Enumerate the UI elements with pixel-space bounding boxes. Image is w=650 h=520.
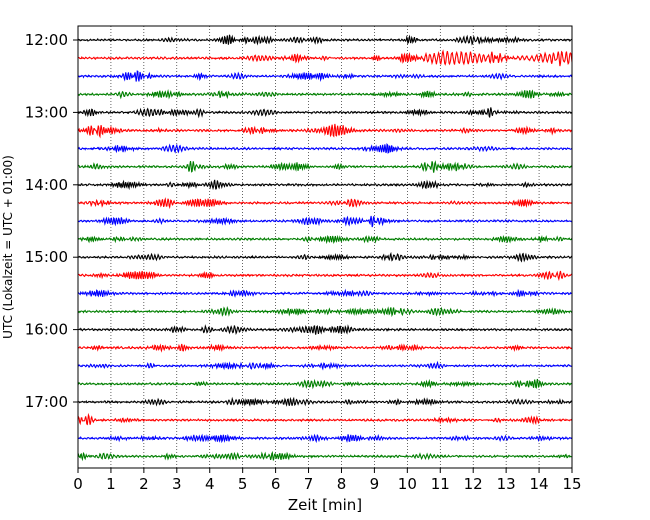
- x-axis-ticks: 0 1 2 3 4 5 6 7 8 9 10 11 12 13 14 15: [73, 468, 582, 493]
- x-tick-label: 10: [398, 475, 417, 493]
- trace-1230: [77, 70, 573, 82]
- x-tick-label: 12: [464, 475, 483, 493]
- trace-1600: [77, 324, 573, 335]
- trace-1430: [77, 215, 573, 228]
- trace-1730: [77, 433, 573, 444]
- trace-1315: [77, 123, 573, 139]
- x-tick-label: 14: [530, 475, 549, 493]
- trace-1545: [77, 305, 573, 318]
- trace-1500: [77, 251, 573, 263]
- trace-1445: [77, 234, 573, 245]
- trace-1215: [77, 49, 573, 67]
- x-tick-label: 9: [370, 475, 380, 493]
- x-tick-label: 5: [238, 475, 248, 493]
- trace-1300: [77, 107, 573, 119]
- x-axis-label: Zeit [min]: [288, 496, 362, 514]
- seismic-traces: [77, 34, 573, 462]
- y-axis-ticks: 12:00 13:00 14:00 15:00 16:00 17:00: [25, 31, 78, 411]
- y-tick-label: 12:00: [25, 31, 68, 49]
- x-tick-label: 2: [139, 475, 149, 493]
- x-tick-label: 7: [304, 475, 314, 493]
- trace-1745: [77, 450, 573, 462]
- y-axis-label: UTC (Lokalzeit = UTC + 01:00): [1, 155, 15, 339]
- x-tick-label: 15: [562, 475, 581, 493]
- x-tick-label: 1: [106, 475, 116, 493]
- x-tick-label: 8: [337, 475, 347, 493]
- plot-frame: [77, 25, 573, 469]
- trace-1615: [77, 343, 573, 353]
- trace-1515: [77, 270, 573, 282]
- trace-1715: [77, 412, 573, 426]
- trace-1345: [77, 160, 573, 173]
- trace-1700: [77, 396, 573, 407]
- x-tick-label: 3: [172, 475, 182, 493]
- y-tick-label: 14:00: [25, 176, 68, 194]
- trace-1200: [77, 34, 573, 46]
- trace-1330: [77, 142, 573, 154]
- x-tick-label: 11: [431, 475, 450, 493]
- trace-1630: [77, 360, 573, 371]
- x-tick-label: 13: [497, 475, 516, 493]
- trace-1400: [77, 179, 573, 191]
- y-tick-label: 13:00: [25, 103, 68, 121]
- y-tick-label: 16:00: [25, 321, 68, 339]
- trace-1645: [77, 378, 573, 390]
- trace-1415: [77, 197, 573, 210]
- y-tick-label: 17:00: [25, 393, 68, 411]
- x-tick-label: 0: [73, 475, 83, 493]
- y-tick-label: 15:00: [25, 248, 68, 266]
- x-tick-label: 6: [271, 475, 281, 493]
- trace-1530: [77, 288, 573, 298]
- trace-1245: [77, 89, 573, 100]
- x-tick-label: 4: [205, 475, 215, 493]
